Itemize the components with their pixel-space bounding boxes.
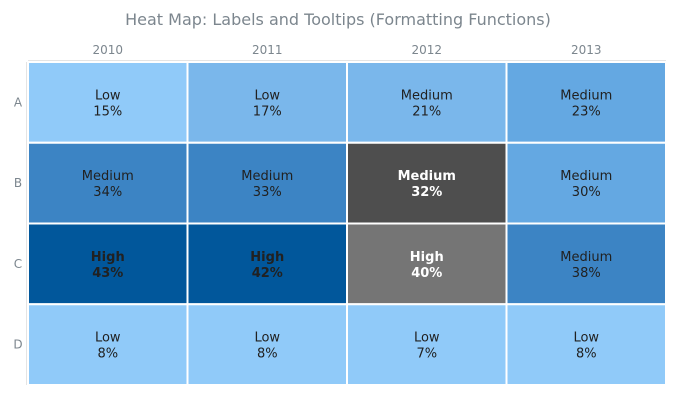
y-tick-label: B — [14, 176, 22, 190]
x-axis-labels: 2010 2011 2012 2013 — [92, 43, 601, 57]
cell-value-label: 43% — [92, 266, 123, 281]
cell-value-label: 21% — [412, 104, 441, 119]
cell-value-label: 32% — [411, 185, 442, 200]
y-axis-labels: A B C D — [13, 95, 23, 351]
heatmap-cell-rect[interactable] — [346, 141, 508, 225]
cell-level-label: Medium — [401, 88, 453, 103]
heatmap-cells: Low15%Low17%Medium21%Medium23%Medium34%M… — [27, 61, 667, 386]
cell-level-label: High — [250, 250, 284, 265]
heatmap-cell-rect[interactable] — [505, 303, 667, 386]
cell-value-label: 40% — [411, 266, 442, 281]
cell-level-label: Medium — [560, 250, 612, 265]
cell-level-label: Medium — [82, 169, 134, 184]
cell-level-label: Medium — [560, 88, 612, 103]
cell-level-label: Low — [414, 331, 440, 346]
cell-value-label: 33% — [253, 185, 282, 200]
cell-level-label: Low — [573, 331, 599, 346]
cell-value-label: 42% — [252, 266, 283, 281]
heatmap-cell-rect[interactable] — [186, 141, 348, 225]
cell-level-label: Low — [95, 88, 121, 103]
cell-value-label: 23% — [572, 104, 601, 119]
cell-value-label: 17% — [253, 104, 282, 119]
x-tick-label: 2012 — [411, 43, 442, 57]
cell-level-label: Low — [254, 331, 280, 346]
y-tick-label: A — [14, 95, 23, 109]
cell-value-label: 15% — [93, 104, 122, 119]
cell-level-label: Medium — [398, 169, 456, 184]
heatmap-cell-rect[interactable] — [346, 303, 508, 386]
y-tick-label: C — [14, 257, 22, 271]
cell-value-label: 8% — [257, 347, 278, 362]
cell-value-label: 38% — [572, 266, 601, 281]
x-tick-label: 2013 — [571, 43, 602, 57]
cell-value-label: 30% — [572, 185, 601, 200]
cell-level-label: Medium — [560, 169, 612, 184]
heatmap-cell-rect[interactable] — [505, 222, 667, 306]
cell-value-label: 7% — [416, 347, 437, 362]
cell-level-label: Low — [254, 88, 280, 103]
heatmap-cell-rect[interactable] — [505, 61, 667, 144]
heatmap-cell-rect[interactable] — [346, 61, 508, 144]
cell-level-label: High — [91, 250, 125, 265]
cell-value-label: 8% — [97, 347, 118, 362]
cell-value-label: 8% — [576, 347, 597, 362]
heatmap-cell-rect[interactable] — [346, 222, 508, 306]
heatmap-cell-rect[interactable] — [27, 61, 189, 144]
heatmap-cell-rect[interactable] — [186, 303, 348, 386]
chart-title: Heat Map: Labels and Tooltips (Formattin… — [125, 10, 551, 29]
cell-level-label: Medium — [241, 169, 293, 184]
cell-level-label: High — [410, 250, 444, 265]
y-tick-label: D — [13, 338, 22, 352]
x-tick-label: 2010 — [92, 43, 123, 57]
cell-value-label: 34% — [93, 185, 122, 200]
cell-level-label: Low — [95, 331, 121, 346]
heatmap-cell-rect[interactable] — [186, 61, 348, 144]
x-tick-label: 2011 — [252, 43, 283, 57]
